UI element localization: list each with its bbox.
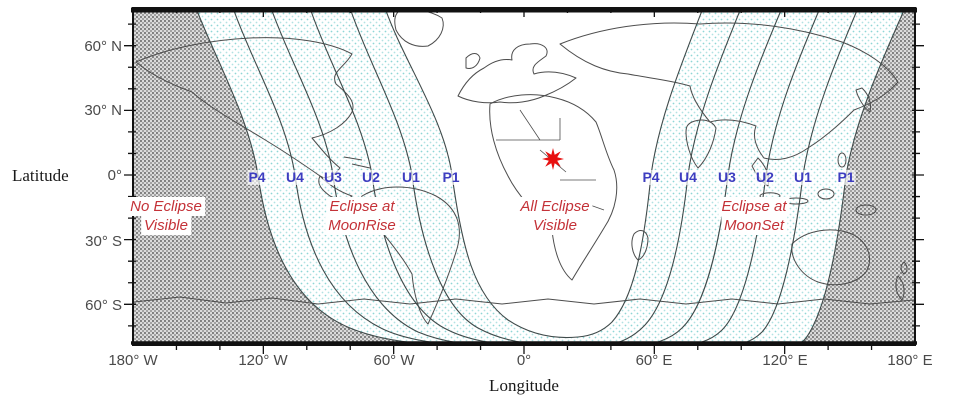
no-eclipse-zone-west: [133, 8, 447, 345]
japan-outline: [855, 87, 871, 113]
all-eclipse-visible-zone: [385, 8, 703, 338]
zenith-star-marker: [542, 148, 564, 170]
contour-u3-west: [270, 8, 484, 345]
zone-label-line: Eclipse at: [718, 197, 790, 216]
contour-label-u2-west: U2: [361, 169, 381, 185]
contour-u4-east: [607, 8, 742, 345]
contour-p4-west: [195, 8, 448, 345]
contour-label-u3-west: U3: [323, 169, 343, 185]
contour-u4-west: [232, 8, 473, 345]
zone-label-line: No Eclipse: [127, 197, 205, 216]
zone-label-moonrise: Eclipse at MoonRise: [325, 197, 399, 235]
contour-u3-east: [640, 8, 783, 345]
new-guinea-outline: [855, 204, 877, 216]
lat-tick-0: 0°: [107, 167, 122, 184]
zone-label-all-visible: All Eclipse Visible: [517, 197, 593, 235]
contour-label-u4-west: U4: [285, 169, 305, 185]
contour-label-u1-west: U1: [401, 169, 421, 185]
madagascar-outline: [631, 230, 649, 261]
zone-label-line: Visible: [141, 216, 191, 235]
contour-label-u2-east: U2: [755, 169, 775, 185]
contact-contours: [195, 8, 906, 345]
new-zealand-outline: [895, 261, 908, 301]
contour-p1-east: [794, 8, 906, 345]
greenland-outline: [394, 9, 444, 47]
lon-tick-60e: 60° E: [635, 352, 673, 369]
contour-p4-east: [577, 8, 704, 338]
zone-label-no-eclipse: No Eclipse Visible: [127, 197, 205, 235]
no-eclipse-zone-east: [800, 8, 915, 345]
india-outline: [685, 119, 717, 169]
contour-label-p4-east: P4: [641, 169, 661, 185]
contour-p1-west: [384, 8, 579, 339]
axis-tick-marks: [124, 8, 924, 354]
zone-label-line: Eclipse at: [326, 197, 398, 216]
africa-outline: [489, 94, 618, 281]
lon-tick-120e: 120° E: [762, 352, 808, 369]
cuba-outline: [343, 156, 371, 169]
contour-u2-west: [309, 8, 523, 345]
x-axis-title: Longitude: [489, 376, 559, 395]
lat-tick-60s: 60° S: [85, 297, 122, 314]
lon-tick-0: 0°: [516, 352, 532, 369]
lon-tick-180e: 180° E: [887, 352, 933, 369]
europe-outline: [457, 43, 577, 104]
borneo-outline: [817, 188, 835, 200]
lon-tick-120w: 120° W: [238, 352, 288, 369]
north-america-outline: [135, 37, 354, 179]
zone-label-line: All Eclipse: [517, 197, 593, 216]
zone-label-moonset: Eclipse at MoonSet: [718, 197, 790, 235]
eclipse-zones: [133, 8, 915, 345]
y-axis-title: Latitude: [12, 166, 69, 185]
zone-label-line: MoonSet: [720, 216, 788, 235]
antarctica-coastline: [133, 296, 915, 305]
australia-outline: [791, 229, 870, 286]
lat-tick-30n: 30° N: [84, 102, 122, 119]
zone-label-line: MoonRise: [325, 216, 399, 235]
contour-label-p1-west: P1: [441, 169, 461, 185]
indochina-outline: [751, 157, 769, 187]
contour-label-p4-west: P4: [247, 169, 267, 185]
contour-u1-west: [349, 8, 547, 345]
contour-label-u3-east: U3: [717, 169, 737, 185]
zone-label-line: Visible: [530, 216, 580, 235]
lat-tick-60n: 60° N: [84, 38, 122, 55]
lat-tick-30s: 30° S: [85, 233, 122, 250]
uk-outline: [465, 53, 481, 69]
lon-tick-180w: 180° W: [108, 352, 158, 369]
contour-label-u1-east: U1: [793, 169, 813, 185]
contour-label-u4-east: U4: [678, 169, 698, 185]
contour-u1-east: [731, 8, 859, 345]
lon-tick-60w: 60° W: [373, 352, 415, 369]
contour-label-p1-east: P1: [836, 169, 856, 185]
philippines-outline: [837, 152, 847, 168]
